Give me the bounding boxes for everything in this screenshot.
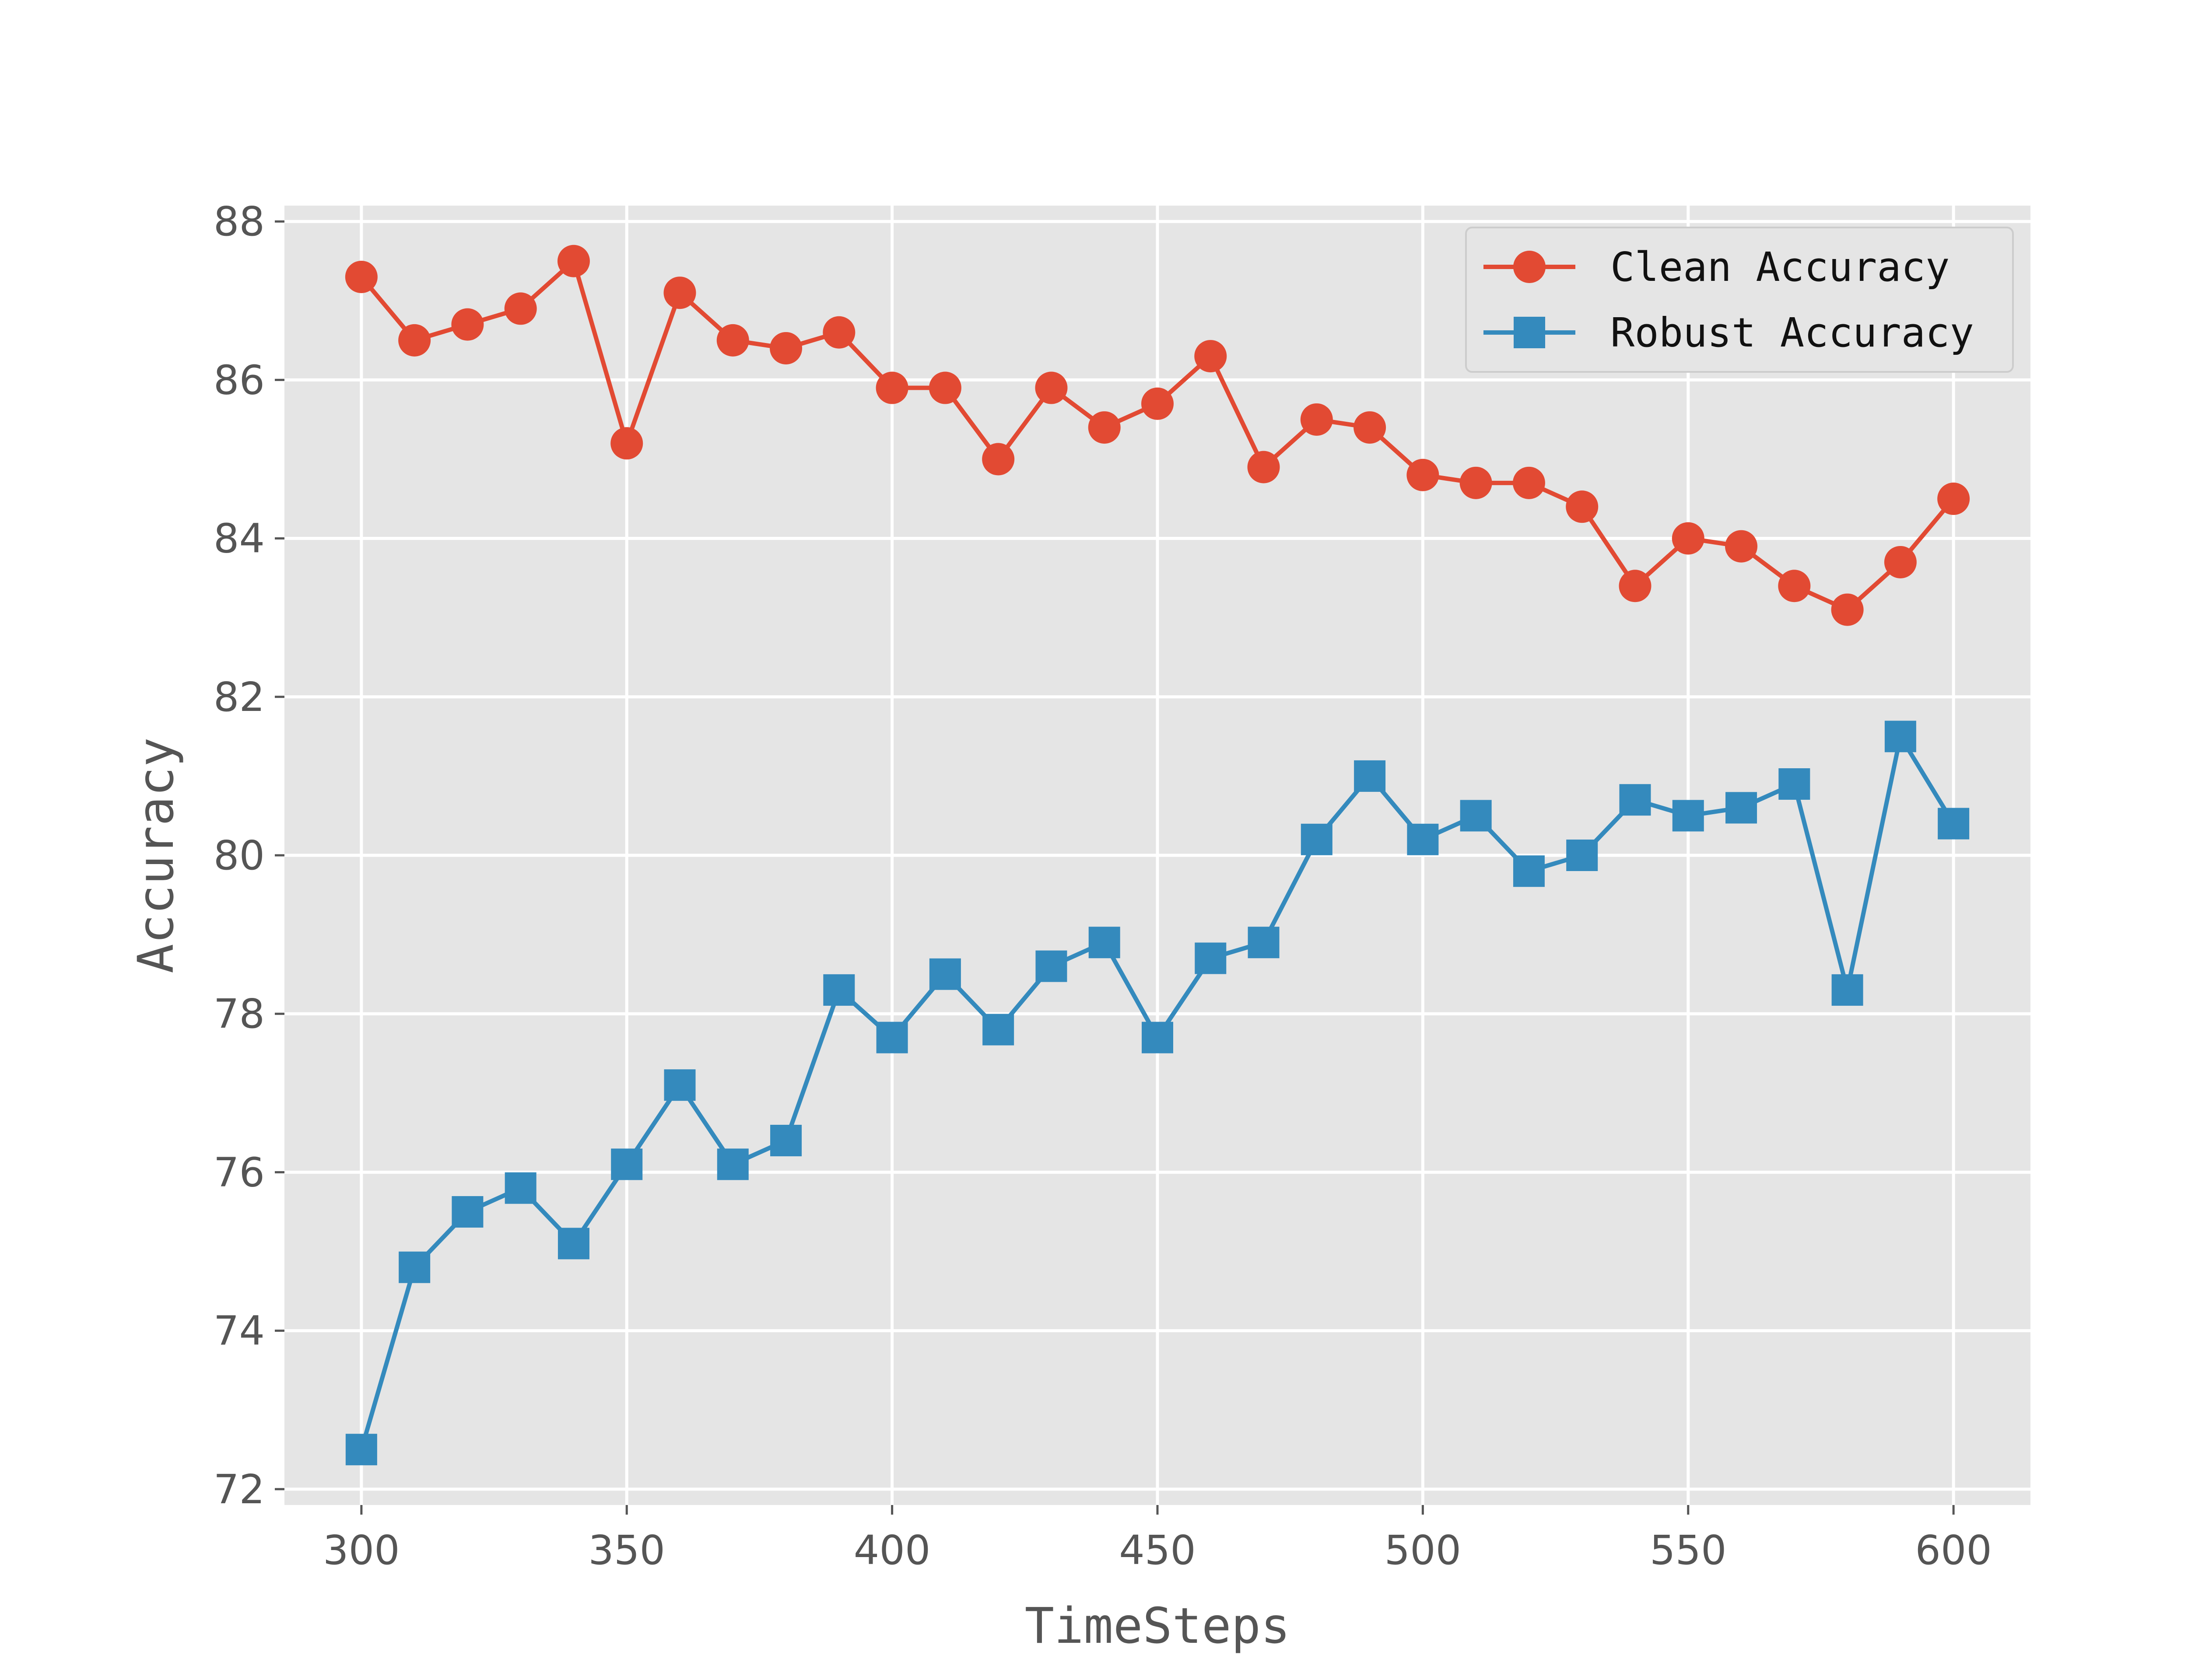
data-point-circle [1831, 593, 1864, 626]
data-point-circle [1300, 403, 1333, 436]
legend-entry: Clean Accuracy [1483, 244, 1950, 290]
y-tick-label: 86 [214, 357, 265, 403]
data-point-circle [504, 292, 537, 325]
data-point-circle [929, 371, 961, 404]
y-tick-label: 82 [214, 674, 265, 721]
data-point-square [1301, 823, 1332, 855]
data-point-circle [982, 443, 1015, 476]
data-point-circle [1353, 411, 1386, 444]
legend-marker-circle [1513, 251, 1546, 283]
x-tick-label: 550 [1650, 1527, 1727, 1574]
data-point-circle [451, 308, 484, 341]
x-tick-label: 450 [1119, 1527, 1196, 1574]
data-point-circle [1566, 490, 1599, 523]
data-point-square [1195, 942, 1227, 974]
data-point-square [1619, 784, 1651, 816]
legend-entry: Robust Accuracy [1483, 309, 1974, 356]
data-point-circle [1459, 466, 1492, 499]
x-tick-label: 500 [1385, 1527, 1462, 1574]
data-point-square [1566, 840, 1598, 871]
data-point-circle [823, 316, 856, 349]
data-point-square [452, 1196, 484, 1228]
legend-box [1465, 227, 2014, 373]
y-tick-label: 78 [214, 990, 265, 1037]
data-point-circle [1725, 530, 1758, 563]
data-point-square [929, 958, 961, 990]
x-tick-label: 300 [323, 1527, 400, 1574]
data-point-square [1035, 950, 1067, 982]
x-tick-label: 350 [588, 1527, 665, 1574]
data-point-square [1778, 768, 1810, 800]
data-point-circle [1088, 411, 1121, 444]
data-point-square [1354, 760, 1386, 792]
data-point-square [1513, 855, 1545, 887]
grid [284, 206, 2030, 1505]
data-point-circle [1778, 570, 1811, 602]
data-point-circle [1937, 483, 1970, 515]
data-point-square [399, 1251, 431, 1283]
y-tick-label: 72 [214, 1466, 265, 1513]
data-point-circle [398, 324, 431, 357]
x-tick-label: 400 [854, 1527, 931, 1574]
x-tick-label: 600 [1915, 1527, 1992, 1574]
series-clean-accuracy [345, 245, 1970, 626]
data-point-circle [1035, 371, 1068, 404]
data-point-circle [716, 324, 749, 357]
legend-label: Clean Accuracy [1610, 244, 1950, 290]
data-point-circle [1247, 451, 1280, 483]
data-point-square [717, 1148, 749, 1180]
data-point-square [1884, 721, 1916, 752]
data-point-square [1088, 927, 1120, 959]
data-point-square [664, 1069, 696, 1101]
data-point-circle [770, 332, 803, 364]
data-point-square [982, 1014, 1014, 1046]
ticks: 300 350 400 450 500 550 600 72 74 76 78 80 82 84 86 88 [214, 198, 1992, 1574]
data-point-square [1460, 800, 1492, 832]
legend-marker-square [1514, 317, 1545, 348]
data-point-circle [610, 427, 643, 460]
data-point-circle [1884, 546, 1917, 578]
series-layer [345, 245, 1970, 1466]
data-point-square [1672, 800, 1704, 832]
data-point-square [558, 1228, 589, 1260]
data-point-square [1407, 823, 1439, 855]
y-tick-label: 80 [214, 832, 265, 879]
data-point-circle [1194, 340, 1227, 373]
data-point-circle [1672, 522, 1704, 555]
y-tick-label: 84 [214, 515, 265, 562]
data-point-square [1831, 974, 1863, 1006]
data-point-square [345, 1434, 377, 1466]
legend-label: Robust Accuracy [1610, 309, 1974, 356]
series-robust-accuracy [345, 721, 1970, 1466]
data-point-circle [1141, 387, 1174, 420]
data-point-square [1142, 1022, 1173, 1054]
y-tick-label: 88 [214, 198, 265, 245]
data-point-circle [1619, 570, 1652, 602]
legend: Clean Accuracy Robust Accuracy [1465, 227, 2014, 373]
y-tick-label: 74 [214, 1308, 265, 1354]
data-point-circle [876, 371, 908, 404]
data-point-square [823, 974, 855, 1006]
x-axis-label: TimeSteps [1025, 1598, 1290, 1655]
data-point-circle [1512, 466, 1545, 499]
data-point-square [1938, 808, 1970, 840]
data-point-square [611, 1148, 643, 1180]
data-point-square [1248, 927, 1280, 959]
data-point-circle [663, 276, 696, 309]
data-point-circle [1406, 458, 1439, 491]
data-point-square [770, 1124, 802, 1156]
data-point-circle [557, 245, 590, 277]
data-point-square [876, 1022, 908, 1054]
y-axis-label: Accuracy [128, 737, 185, 973]
data-point-circle [345, 260, 378, 293]
data-point-square [1725, 792, 1757, 824]
y-tick-label: 76 [214, 1149, 265, 1196]
data-point-square [505, 1172, 536, 1204]
